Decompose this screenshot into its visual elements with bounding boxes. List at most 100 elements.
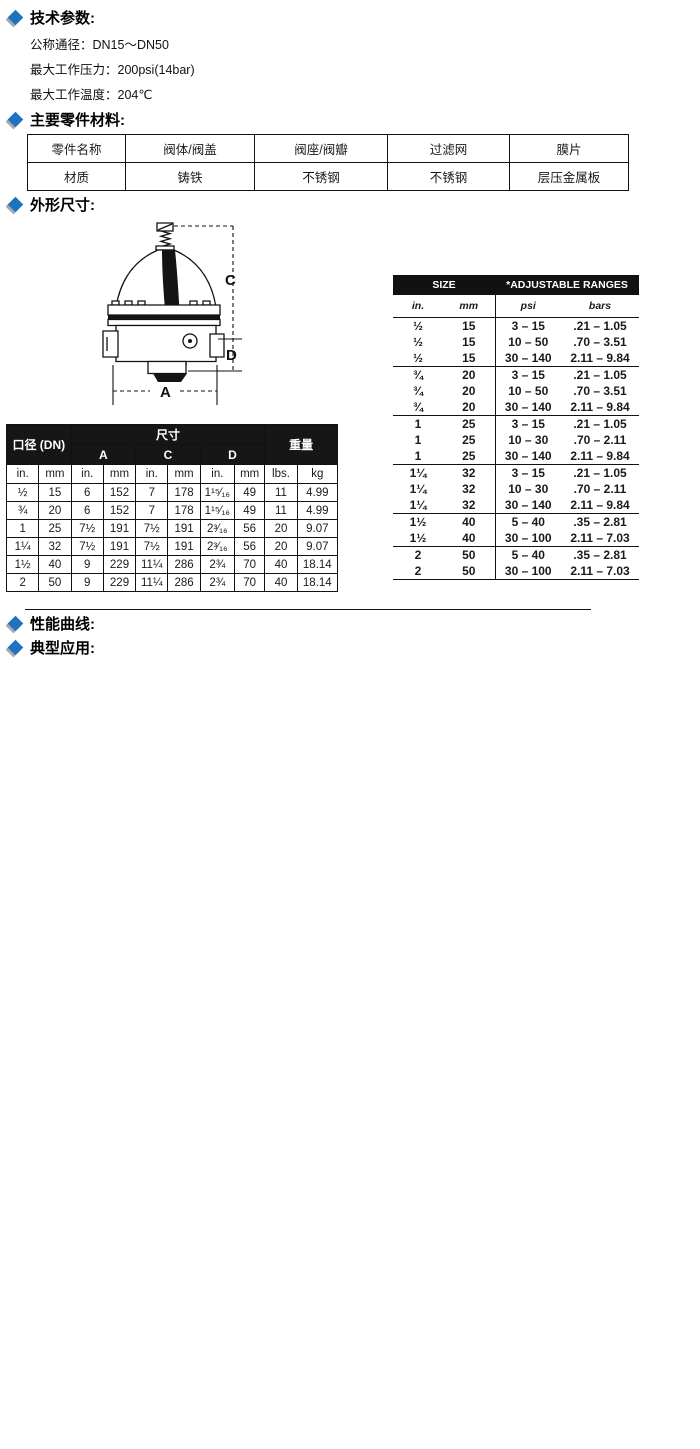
table-cell: in. <box>135 464 169 484</box>
table-cell: .70 – 3.51 <box>573 384 627 398</box>
table-cell: .70 – 2.11 <box>573 482 627 496</box>
table-cell: 7 <box>135 483 169 502</box>
table-cell: 191 <box>167 537 201 556</box>
table-cell: 9 <box>70 573 104 592</box>
dim-label-c: C <box>225 272 236 289</box>
table-cell: 229 <box>102 555 137 574</box>
table-cell: 1¼ <box>393 497 443 514</box>
table-cell: mm <box>38 464 72 484</box>
table-cell: .35 – 2.81 <box>573 548 627 562</box>
section-title: 典型应用: <box>30 640 95 657</box>
table-cell: 2 <box>414 548 422 562</box>
table-cell: mm <box>167 464 201 484</box>
table-cell: 32 <box>38 537 72 556</box>
table-header-cell: 重量 <box>264 424 338 465</box>
table-cell: 3 – 15 <box>494 317 561 334</box>
table-row: 1¼ 32 30 – 140 2.11 – 9.84 <box>393 497 640 514</box>
diamond-bullet-icon <box>7 615 24 632</box>
table-cell: 25 <box>38 519 72 538</box>
size-ranges-table-wrap: SIZE *ADJUSTABLE RANGES in. mm psi bars ½ 15 3 –… <box>393 275 640 580</box>
tech-parameter-list: 公称通径：DN15～DN50 最大工作压力：200psi(14bar) 最大工作温度… <box>30 34 700 103</box>
table-cell: 阀体/阀盖 <box>125 134 255 163</box>
table-cell: 4.99 <box>296 483 339 502</box>
table-cell: 5 – 40 <box>494 546 561 563</box>
table-header-cell: *ADJUSTABLE RANGES <box>495 275 640 295</box>
table-cell: 18.14 <box>296 573 339 592</box>
table-cell: 56 <box>233 537 266 556</box>
table-cell: 40 <box>264 555 298 574</box>
table-cell: 7½ <box>135 537 169 556</box>
table-cell: mm <box>102 464 137 484</box>
table-row: 材质 铸铁 不锈钢 不锈钢 层压金属板 <box>27 162 629 191</box>
table-row: 1 25 30 – 140 2.11 – 9.84 <box>393 448 640 465</box>
table-row: ¾ 20 3 – 15 .21 – 1.05 <box>393 366 639 383</box>
table-cell: 2.11 – 9.84 <box>561 497 640 514</box>
diamond-bullet-icon <box>7 639 24 656</box>
table-cell: 2.11 – 9.84 <box>561 399 640 416</box>
table-row: 2 50 5 – 40 .35 – 2.81 <box>393 546 639 563</box>
table-row: 2 50 30 – 100 2.11 – 7.03 <box>393 563 640 580</box>
table-cell: 191 <box>167 519 201 538</box>
table-cell: ¾ <box>412 384 423 398</box>
table-cell: in. <box>70 464 104 484</box>
table-cell: 1¹⁵⁄₁₆ <box>199 501 236 520</box>
table-cell: 阀座/阀瓣 <box>254 134 388 163</box>
table-cell: 7 <box>135 501 169 520</box>
table-cell: 2¾ <box>199 555 236 574</box>
table-header-cell: A <box>70 444 137 465</box>
table-units-row: in. mm in. mm in. mm in. mm lbs. kg <box>5 464 339 484</box>
table-cell: ¾ <box>412 368 423 382</box>
table-cell: 1 <box>414 433 422 447</box>
table-cell: kg <box>296 464 339 484</box>
table-cell: 3 – 15 <box>494 415 561 432</box>
table-cell: ¾ <box>393 399 443 416</box>
table-cell: 191 <box>102 537 137 556</box>
table-cell: 1 <box>5 519 40 538</box>
table-cell: 6 <box>70 483 104 502</box>
table-row: 1¼ 32 3 – 15 .21 – 1.05 <box>393 464 639 481</box>
table-cell: .21 – 1.05 <box>573 417 627 431</box>
table-cell: 1½ <box>5 555 40 574</box>
table-cell: .35 – 2.81 <box>573 515 627 529</box>
table-cell: 3 – 15 <box>494 366 561 383</box>
table-row: 2 50 9 229 11¼ 286 2¾ 70 40 18.14 <box>5 573 339 592</box>
table-cell: 50 <box>462 548 476 562</box>
table-cell: 2.11 – 9.84 <box>561 448 640 465</box>
table-cell: 铸铁 <box>125 162 255 191</box>
section-header-dimensions: 外形尺寸: <box>6 194 700 215</box>
table-cell: 49 <box>233 501 266 520</box>
table-row: 1 25 3 – 15 .21 – 1.05 <box>393 415 639 432</box>
table-row: ½ 15 3 – 15 .21 – 1.05 <box>393 317 639 334</box>
dim-label-a: A <box>160 384 171 401</box>
table-subheader-cell: mm <box>443 295 495 318</box>
table-cell: 2.11 – 7.03 <box>561 563 640 580</box>
table-cell: 2 <box>393 563 443 580</box>
table-cell: 32 <box>462 466 476 480</box>
table-cell: 10 – 50 <box>494 383 561 399</box>
table-cell: 20 <box>264 537 298 556</box>
table-row: 1½ 40 5 – 40 .35 – 2.81 <box>393 513 639 530</box>
table-cell: 229 <box>102 573 137 592</box>
table-row: 1½ 40 30 – 100 2.11 – 7.03 <box>393 530 640 547</box>
dim-label-d: D <box>226 347 237 364</box>
table-cell: 18.14 <box>296 555 339 574</box>
table-cell: .21 – 1.05 <box>573 319 627 333</box>
table-header-cell: 尺寸 <box>70 424 266 445</box>
table-cell: 25 <box>443 448 495 465</box>
table-cell: .70 – 3.51 <box>573 335 627 349</box>
datasheet-page: 技术参数: 公称通径：DN15～DN50 最大工作压力：200psi(14bar)… <box>0 0 700 658</box>
table-cell: 10 – 50 <box>494 334 561 350</box>
table-cell: 50 <box>443 563 495 580</box>
table-subheader-cell: psi <box>494 295 561 318</box>
table-cell: 10 – 30 <box>494 481 561 497</box>
table-row: 1 25 10 – 30 .70 – 2.11 <box>393 432 639 448</box>
table-row: 1 25 7½ 191 7½ 191 2³⁄₁₆ 56 20 9.07 <box>5 519 339 538</box>
table-cell: 15 <box>38 483 72 502</box>
table-cell: 不锈钢 <box>387 162 510 191</box>
table-cell: 30 – 140 <box>494 448 561 465</box>
table-cell: 152 <box>102 501 137 520</box>
table-cell: 32 <box>443 497 495 514</box>
table-row: ½ 15 6 152 7 178 1¹⁵⁄₁₆ 49 11 4.99 <box>5 483 339 502</box>
section-divider <box>25 609 591 610</box>
